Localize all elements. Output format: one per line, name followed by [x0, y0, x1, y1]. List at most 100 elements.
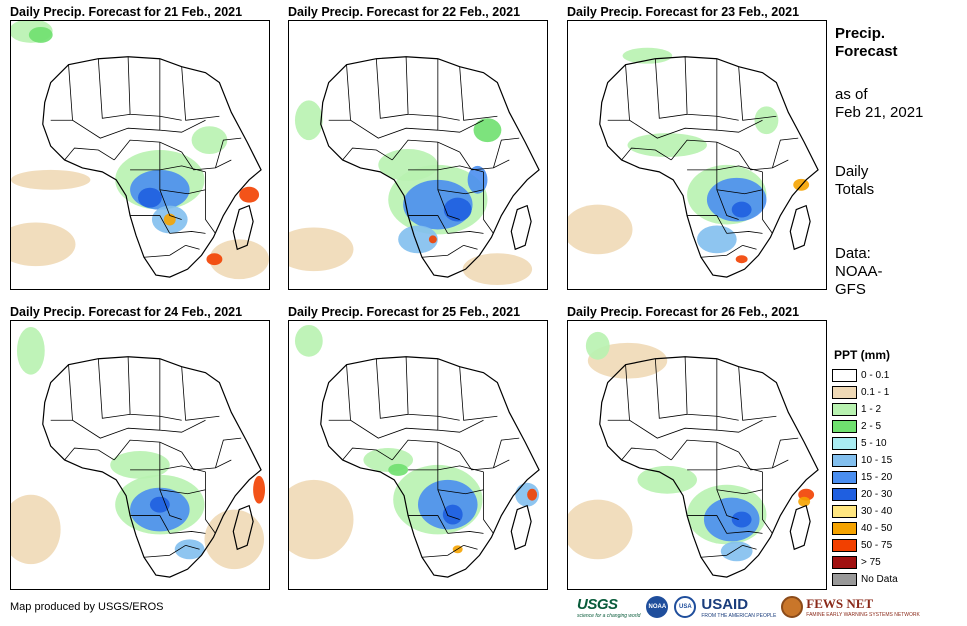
legend-swatch	[832, 436, 857, 450]
legend-label: 0 - 0.1	[861, 369, 890, 381]
fews-tagline: FAMINE EARLY WARNING SYSTEMS NETWORK	[806, 612, 920, 618]
precip-area	[149, 496, 170, 513]
precip-area	[622, 47, 673, 64]
country-border	[738, 66, 777, 121]
panel-title-4: Daily Precip. Forecast for 24 Feb., 2021	[10, 305, 243, 319]
country-border	[68, 64, 160, 139]
country-border	[437, 489, 484, 495]
country-border	[716, 142, 739, 220]
precip-area	[568, 204, 633, 255]
map-panel-1	[10, 20, 270, 290]
legend-label: 1 - 2	[861, 403, 882, 415]
country-border	[342, 447, 393, 461]
precip-area	[637, 465, 697, 494]
country-border	[181, 66, 220, 121]
country-border	[654, 358, 688, 419]
country-border	[169, 531, 206, 534]
precip-area	[294, 100, 323, 141]
country-border	[670, 139, 739, 161]
country-border	[181, 366, 220, 421]
precip-area	[209, 239, 269, 280]
country-border	[437, 58, 484, 133]
gov-seal-text: USA	[679, 604, 692, 610]
coastline	[789, 504, 811, 551]
precip-area	[798, 496, 811, 507]
precip-area	[720, 541, 753, 562]
country-border	[687, 165, 763, 173]
country-border	[408, 215, 449, 234]
country-border	[130, 515, 171, 534]
legend-swatch	[832, 470, 857, 484]
precip-area	[11, 169, 91, 190]
legend-swatch	[832, 487, 857, 501]
legend-item: > 75	[832, 554, 881, 570]
country-border	[493, 137, 520, 169]
legend-item: 1 - 2	[832, 401, 881, 417]
country-border	[437, 358, 484, 433]
country-border	[113, 439, 182, 461]
precip-area	[11, 222, 76, 267]
country-border	[405, 356, 460, 421]
country-border	[700, 244, 743, 258]
country-border	[762, 171, 773, 234]
country-border	[772, 137, 799, 169]
legend-label: No Data	[861, 573, 898, 585]
legend-label: 20 - 30	[861, 488, 893, 500]
fews-logo-text: FEWS NET	[806, 596, 874, 611]
precip-area	[428, 235, 437, 244]
country-border	[215, 137, 242, 169]
precip-area	[16, 326, 45, 375]
precip-area	[527, 488, 538, 501]
precip-area	[731, 201, 752, 218]
panel-title-6: Daily Precip. Forecast for 26 Feb., 2021	[567, 305, 800, 319]
country-border	[375, 58, 409, 119]
usgs-logo-text: USGS	[577, 595, 618, 613]
legend-label: 5 - 10	[861, 437, 887, 449]
country-border	[405, 56, 460, 121]
precip-area	[731, 511, 752, 528]
legend-swatch	[832, 538, 857, 552]
legend-item: 0 - 0.1	[832, 367, 889, 383]
country-border	[716, 442, 739, 520]
country-border	[738, 151, 789, 171]
panel-title-5: Daily Precip. Forecast for 25 Feb., 2021	[288, 305, 521, 319]
country-border	[130, 215, 171, 234]
globe-icon	[781, 596, 804, 618]
country-border	[130, 465, 206, 473]
asof-line1: as of	[835, 86, 868, 103]
country-border	[716, 489, 763, 495]
data-line1: Data:	[835, 245, 871, 262]
precip-area	[388, 463, 409, 476]
country-border	[391, 139, 460, 161]
precip-area	[294, 324, 323, 357]
coastline	[320, 56, 540, 278]
country-border	[459, 451, 510, 471]
precip-area	[289, 227, 354, 272]
side-title-line1: Precip.	[835, 25, 886, 42]
country-border	[64, 147, 115, 161]
country-border	[159, 58, 206, 133]
panel-title-1: Daily Precip. Forecast for 21 Feb., 2021	[10, 5, 243, 19]
legend-swatch	[832, 504, 857, 518]
legend-swatch	[832, 453, 857, 467]
legend-item: 10 - 15	[832, 452, 892, 468]
legend-swatch	[832, 521, 857, 535]
country-border	[68, 364, 160, 439]
usgs-logo: USGS science for a changing world	[577, 596, 640, 619]
precip-area	[462, 253, 533, 286]
country-border	[113, 139, 182, 161]
country-border	[670, 439, 739, 461]
country-border	[459, 66, 498, 121]
country-border	[346, 364, 438, 439]
country-border	[716, 358, 763, 433]
country-border	[772, 437, 799, 469]
totals-line2: Totals	[835, 181, 875, 198]
map-panel-5	[288, 320, 548, 590]
legend-item: 5 - 10	[832, 435, 887, 451]
precip-area	[754, 106, 779, 135]
coastline	[232, 504, 254, 551]
data-line2: NOAA-	[835, 263, 883, 280]
country-border	[621, 447, 672, 461]
country-border	[181, 151, 232, 171]
country-border	[447, 231, 484, 234]
